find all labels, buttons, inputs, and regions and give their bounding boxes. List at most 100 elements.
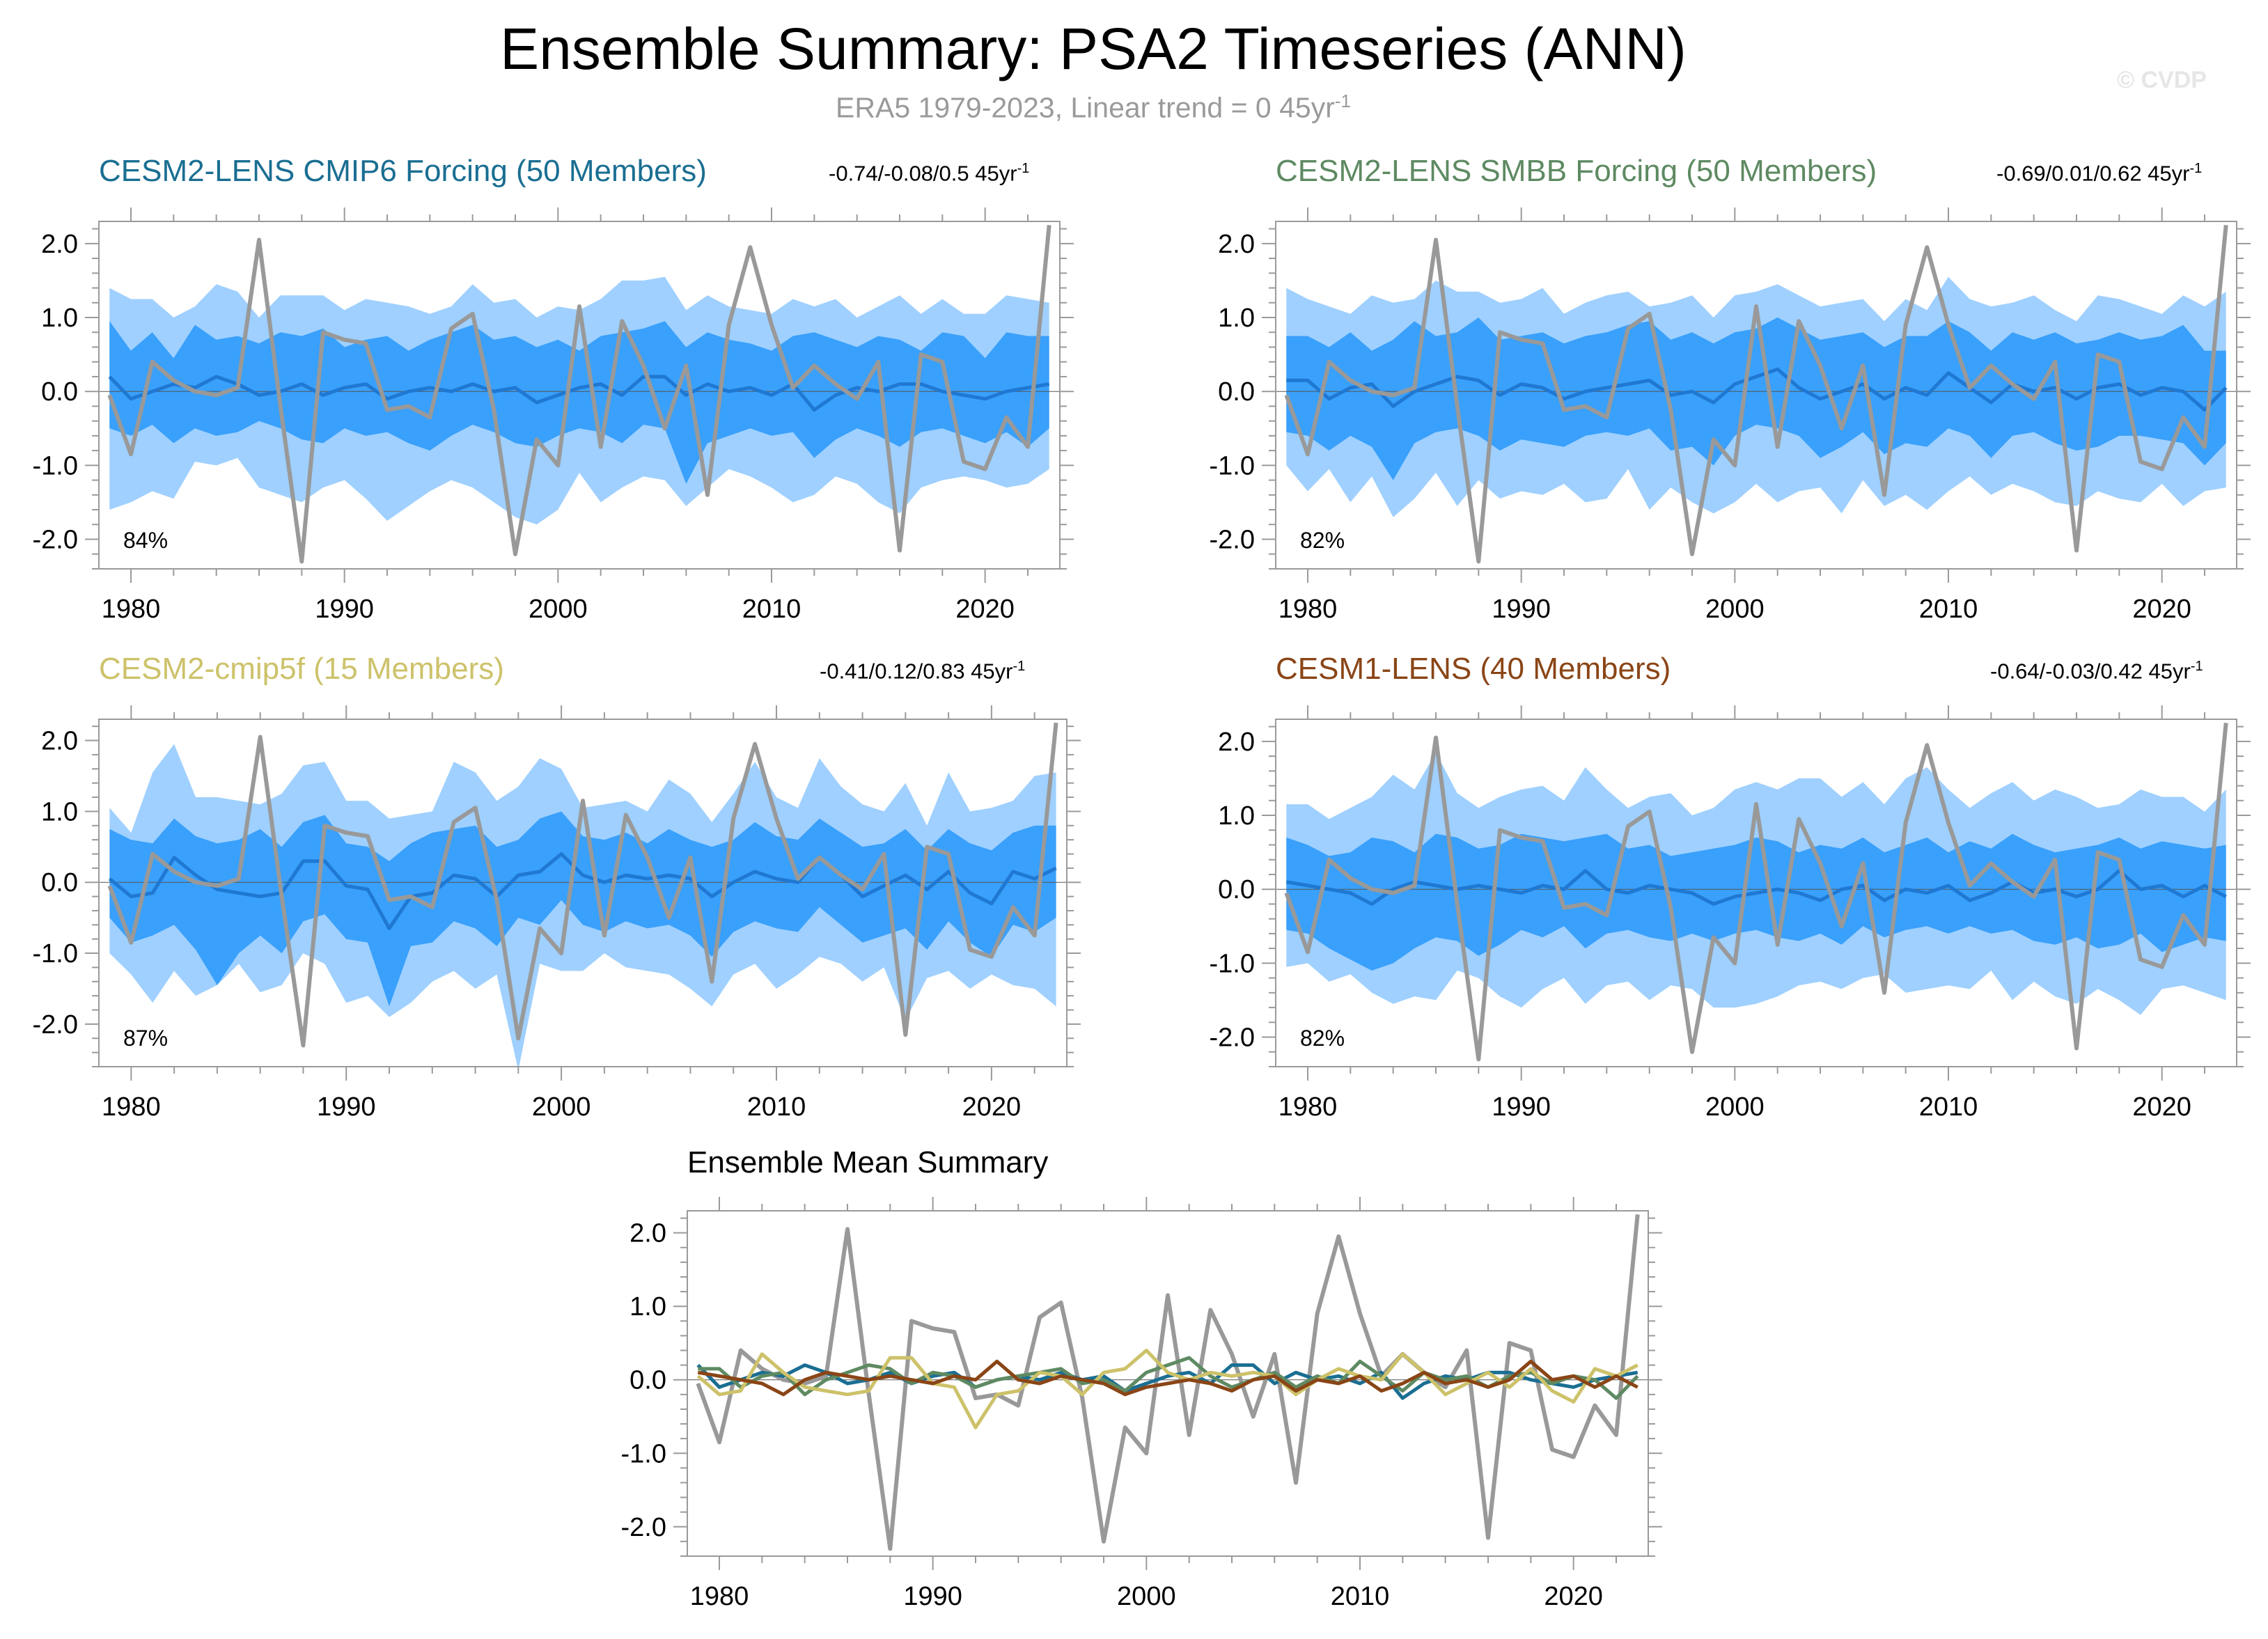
plot-frame (1275, 719, 2237, 1067)
y-tick-label: -2.0 (33, 1010, 78, 1040)
percent-annotation: 82% (1300, 528, 1345, 553)
y-tick-label: 2.0 (1218, 728, 1255, 757)
x-tick-label: 1990 (903, 1582, 962, 1611)
era5-observation-line (107, 225, 1051, 564)
y-tick-label: 0.0 (41, 377, 78, 407)
percent-annotation: 87% (123, 1026, 168, 1051)
era5-line (696, 1214, 1640, 1551)
x-tick-label: 2010 (742, 595, 801, 624)
y-tick-label: -1.0 (33, 939, 78, 968)
subtitle-superscript: -1 (1334, 91, 1351, 111)
watermark: © CVDP (2117, 67, 2207, 93)
chart-cesm1: 1980 1990 2000 2010 2020 2.0 1.0 0.0 -1.0 -2.0 82% (1210, 705, 2251, 1122)
y-tick-label: 1.0 (1218, 304, 1255, 333)
percent-annotation: 84% (123, 528, 168, 553)
y-tick-label: 1.0 (41, 797, 78, 826)
panel-cmip5f: CESM2-cmip5f (15 Members) -0.41/0.12/0.8… (0, 637, 1114, 1138)
era5-observation-line (107, 722, 1058, 1048)
ensemble-mean-line (108, 852, 1057, 930)
inner-range-band (1286, 317, 2226, 480)
trend-superscript: -1 (1012, 659, 1026, 674)
y-tick-label: 2.0 (629, 1219, 666, 1248)
ensemble-mean-line (1285, 869, 2227, 906)
y-tick-label: 1.0 (629, 1292, 666, 1322)
panel-title: CESM1-LENS (40 Members) (1276, 652, 1671, 686)
x-tick-label: 2020 (955, 595, 1015, 624)
era5-observation-line (1284, 225, 2228, 564)
page-subtitle: ERA5 1979-2023, Linear trend = 0 45yr-1 (0, 91, 2187, 125)
subtitle-text: ERA5 1979-2023, Linear trend = 0 45yr (836, 91, 1335, 124)
panel-title: Ensemble Mean Summary (687, 1145, 1049, 1179)
y-tick-label: 0.0 (41, 868, 78, 897)
page-title: Ensemble Summary: PSA2 Timeseries (ANN) (500, 16, 1687, 81)
y-tick-label: 0.0 (1218, 875, 1255, 904)
plot-frame (1275, 221, 2237, 570)
plot-frame (98, 221, 1061, 570)
x-tick-label: 2020 (2132, 595, 2191, 624)
inner-range-band (109, 321, 1049, 484)
x-tick-label: 2000 (529, 595, 588, 624)
trend-superscript: -1 (2190, 659, 2203, 674)
x-tick-label: 2020 (962, 1092, 1022, 1122)
panel-ensemble-mean: Ensemble Mean Summary 1980 1990 2000 2010 20… (557, 1135, 1671, 1636)
ensemble-mean-line (1286, 367, 2228, 412)
x-tick-label: 2020 (2132, 1092, 2191, 1122)
y-tick-label: 2.0 (41, 727, 78, 756)
y-tick-label: -1.0 (33, 451, 78, 480)
panel-trend: -0.69/0.01/0.62 45yr-1 (1996, 161, 2202, 186)
chart-ensemble-mean: 1980 1990 2000 2010 2020 2.0 1.0 0.0 -1.0 -2.0 (621, 1197, 1662, 1611)
y-tick-label: -1.0 (1210, 451, 1255, 480)
x-tick-label: 2020 (1544, 1582, 1603, 1611)
inner-range-band (1286, 833, 2226, 971)
x-tick-label: 1990 (315, 595, 374, 624)
plot-frame (687, 1210, 1649, 1557)
x-tick-label: 2000 (1705, 595, 1765, 624)
x-tick-label: 2000 (1117, 1582, 1176, 1611)
x-tick-label: 1980 (690, 1582, 749, 1611)
y-tick-label: 2.0 (1218, 230, 1255, 259)
x-tick-label: 1980 (102, 595, 161, 624)
x-tick-label: 1990 (1492, 1092, 1551, 1122)
panel-trend: -0.74/-0.08/0.5 45yr-1 (829, 161, 1029, 186)
y-tick-label: 1.0 (41, 304, 78, 333)
trend-text: -0.69/0.01/0.62 45yr (1996, 161, 2190, 186)
trend-superscript: -1 (2189, 161, 2203, 176)
x-tick-label: 1980 (102, 1092, 161, 1122)
trend-superscript: -1 (1017, 161, 1030, 176)
y-tick-label: 0.0 (629, 1366, 666, 1395)
x-tick-label: 2010 (1919, 595, 1978, 624)
plot-frame (98, 719, 1067, 1067)
y-tick-label: -2.0 (1210, 526, 1255, 555)
panel-trend: -0.64/-0.03/0.42 45yr-1 (1990, 659, 2203, 684)
x-tick-label: 2010 (747, 1092, 806, 1122)
panel-title: CESM2-LENS SMBB Forcing (50 Members) (1276, 154, 1877, 188)
y-tick-label: -2.0 (1210, 1024, 1255, 1053)
cesm1-lens-line (697, 1359, 1639, 1397)
chart-smbb: 1980 1990 2000 2010 2020 2.0 1.0 0.0 -1.0 -2.0 82% (1210, 207, 2251, 624)
trend-text: -0.64/-0.03/0.42 45yr (1990, 659, 2191, 684)
y-tick-label: -2.0 (621, 1513, 666, 1542)
chart-cmip5f: 1980 1990 2000 2010 2020 2.0 1.0 0.0 -1.0 -2.0 87% (33, 705, 1081, 1122)
chart-cmip6: 1980 1990 2000 2010 2020 2.0 1.0 0.0 -1.0 -2.0 84% (33, 207, 1074, 624)
x-tick-label: 2000 (1705, 1092, 1765, 1122)
panel-smbb: CESM2-LENS SMBB Forcing (50 Members) -0.… (1142, 139, 2256, 641)
era5-observation-line (1284, 723, 2228, 1062)
y-tick-label: -1.0 (621, 1439, 666, 1468)
x-tick-label: 1980 (1278, 595, 1338, 624)
panel-title: CESM2-cmip5f (15 Members) (99, 652, 504, 686)
x-tick-label: 1980 (1278, 1092, 1338, 1122)
panel-cesm1: CESM1-LENS (40 Members) -0.64/-0.03/0.42… (1142, 637, 2256, 1138)
y-tick-label: 1.0 (1218, 801, 1255, 831)
x-tick-label: 2010 (1919, 1092, 1978, 1122)
panel-trend: -0.41/0.12/0.83 45yr-1 (820, 659, 1025, 684)
y-tick-label: 0.0 (1218, 377, 1255, 407)
x-tick-label: 2000 (532, 1092, 591, 1122)
panel-title: CESM2-LENS CMIP6 Forcing (50 Members) (99, 154, 707, 188)
cesm2-cmip5f-line (696, 1349, 1639, 1429)
ensemble-mean-line (108, 375, 1050, 412)
y-tick-label: -1.0 (1210, 949, 1255, 978)
panel-cmip6: CESM2-LENS CMIP6 Forcing (50 Members) -0… (0, 139, 1114, 641)
y-tick-label: -2.0 (33, 526, 78, 555)
x-tick-label: 2010 (1331, 1582, 1390, 1611)
trend-text: -0.41/0.12/0.83 45yr (820, 659, 1013, 684)
